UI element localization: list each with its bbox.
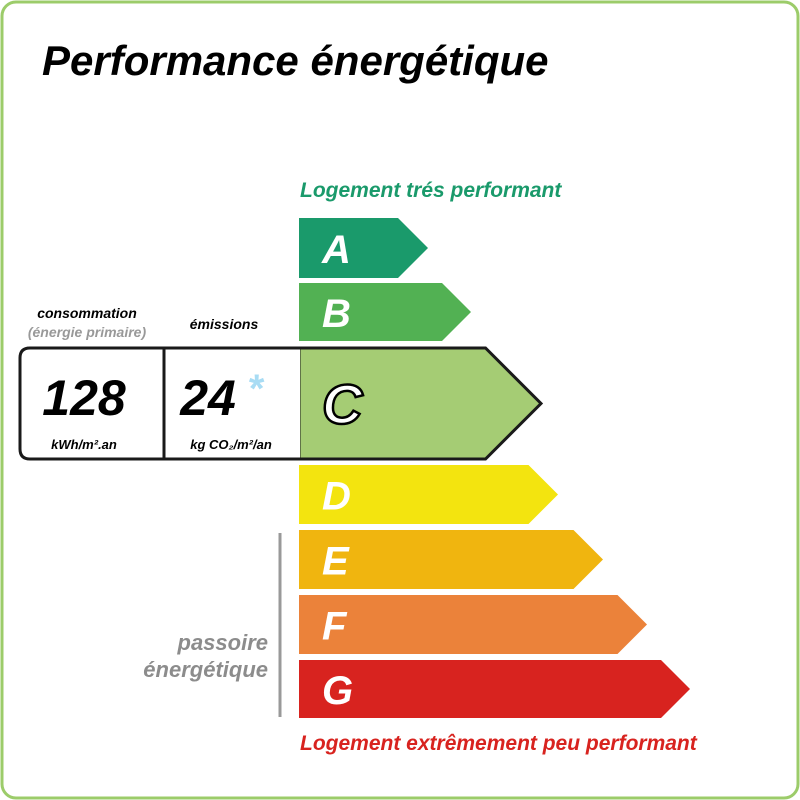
class-letter: G: [322, 669, 353, 713]
consumption-unit: kWh/m².an: [51, 437, 117, 452]
class-arrow: [299, 530, 603, 589]
class-letter: E: [322, 540, 350, 584]
emissions-unit: kg CO₂/m²/an: [190, 437, 272, 452]
class-arrow: [299, 595, 647, 654]
consumption-sublabel: (énergie primaire): [28, 324, 147, 340]
emissions-marker: *: [247, 367, 265, 411]
consumption-label: consommation: [37, 305, 137, 321]
emissions-label: émissions: [190, 316, 259, 332]
class-arrow: [299, 465, 558, 524]
class-letter: D: [322, 475, 351, 519]
class-arrow: [299, 660, 690, 718]
consumption-value: 128: [42, 370, 126, 426]
class-letter: F: [322, 605, 348, 649]
title: Performance énergétique: [42, 37, 549, 84]
class-letter: C: [322, 373, 364, 436]
top-label: Logement trés performant: [300, 179, 562, 202]
passoire-line2: énergétique: [143, 657, 268, 682]
bottom-label: Logement extrêmement peu performant: [300, 732, 698, 755]
values-box: [18, 346, 300, 461]
emissions-value: 24: [179, 370, 236, 426]
class-arrow: [299, 283, 471, 341]
passoire-line1: passoire: [177, 630, 269, 655]
class-arrow: [299, 218, 428, 278]
class-letter: B: [322, 292, 351, 336]
class-letter: A: [321, 228, 351, 272]
